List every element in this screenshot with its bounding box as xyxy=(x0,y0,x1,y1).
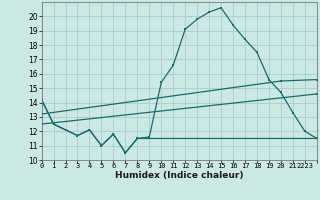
X-axis label: Humidex (Indice chaleur): Humidex (Indice chaleur) xyxy=(115,171,244,180)
